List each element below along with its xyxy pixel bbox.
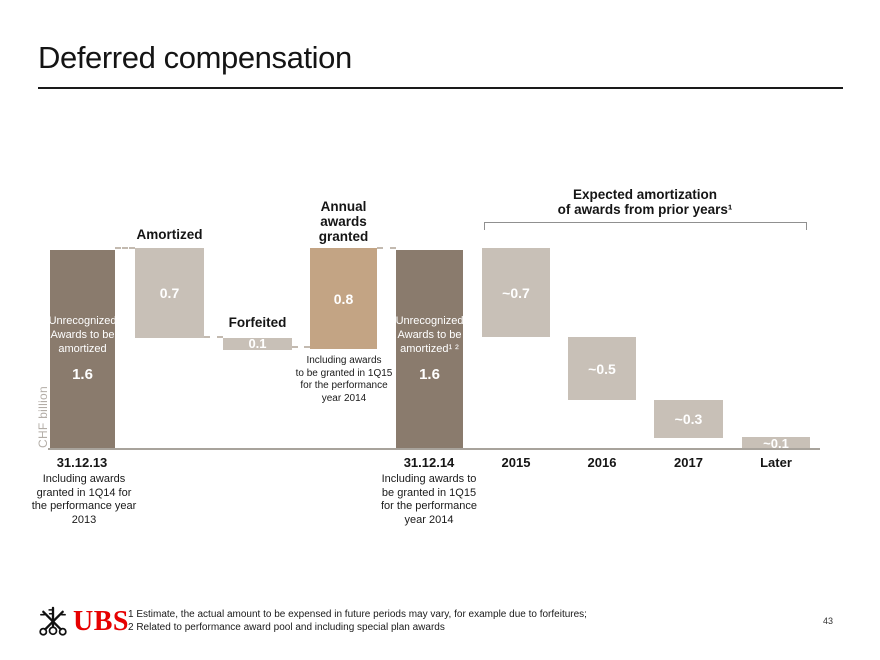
bar-value: ~0.7 <box>502 284 530 301</box>
bar-later: ~0.1 <box>742 437 810 450</box>
bar-2017: ~0.3 <box>654 400 723 438</box>
bar-forfeited: 0.1 <box>223 336 292 351</box>
x-label-31-12-14: 31.12.14 <box>403 455 455 470</box>
ubs-keys-logo-icon <box>39 606 67 636</box>
x-label-2016: 2016 <box>587 455 617 470</box>
waterfall-connector <box>204 336 223 338</box>
footnote-2: 2 Related to performance award pool and … <box>128 622 445 633</box>
ubs-logo: UBS <box>36 605 129 638</box>
bar-amortized: 0.7 <box>135 248 204 338</box>
bar-value: ~0.5 <box>588 360 616 377</box>
label-expected-amortization: Expected amortization of awards from pri… <box>557 187 733 217</box>
note-annual-awards: Including awards to be granted in 1Q15 f… <box>295 355 393 404</box>
bar-unrecognized-31-12-14: Unrecognized Awards to be amortized¹ ² 1… <box>396 250 463 450</box>
bar-value: 1.6 <box>419 366 440 383</box>
bar-value: 0.1 <box>248 336 267 351</box>
x-axis-line <box>48 448 820 450</box>
bar-2016: ~0.5 <box>568 337 636 400</box>
x-label-31-12-13: 31.12.13 <box>56 455 108 470</box>
label-forfeited: Forfeited <box>228 315 287 330</box>
note-31-12-13: Including awards granted in 1Q14 for the… <box>31 473 137 526</box>
bar-annual-awards-granted: 0.8 <box>310 248 377 349</box>
bar-inner-label: Unrecognized Awards to be amortized¹ ² <box>395 315 464 355</box>
footnotes: 1 Estimate, the actual amount to be expe… <box>128 608 587 634</box>
x-label-2017: 2017 <box>674 455 703 470</box>
page-title: Deferred compensation <box>38 40 352 75</box>
waterfall-connector <box>115 247 135 249</box>
bar-inner-label: Unrecognized Awards to be amortized <box>48 315 117 355</box>
ubs-wordmark: UBS <box>73 605 129 637</box>
bar-value: ~0.3 <box>674 411 703 427</box>
y-axis-label: CHF billion <box>36 386 50 448</box>
label-amortized: Amortized <box>136 227 203 242</box>
footnote-1: 1 Estimate, the actual amount to be expe… <box>128 609 587 620</box>
bar-value: 1.6 <box>72 366 93 383</box>
label-annual-awards-granted: Annual awards granted <box>318 199 369 244</box>
bracket-expected-amortization <box>484 222 807 230</box>
bar-value: 0.7 <box>159 285 180 301</box>
waterfall-connector <box>292 346 310 348</box>
waterfall-connector <box>377 247 396 249</box>
x-label-later: Later <box>760 455 792 470</box>
bar-unrecognized-31-12-13: Unrecognized Awards to be amortized 1.6 <box>48 250 117 450</box>
bar-value: 0.8 <box>333 290 354 307</box>
note-31-12-14: Including awards to be granted in 1Q15 f… <box>381 473 477 526</box>
bar-value: ~0.1 <box>763 436 789 451</box>
bar-2015: ~0.7 <box>482 248 550 337</box>
title-divider <box>38 87 843 89</box>
page-number: 43 <box>822 616 833 626</box>
x-label-2015: 2015 <box>501 455 531 470</box>
